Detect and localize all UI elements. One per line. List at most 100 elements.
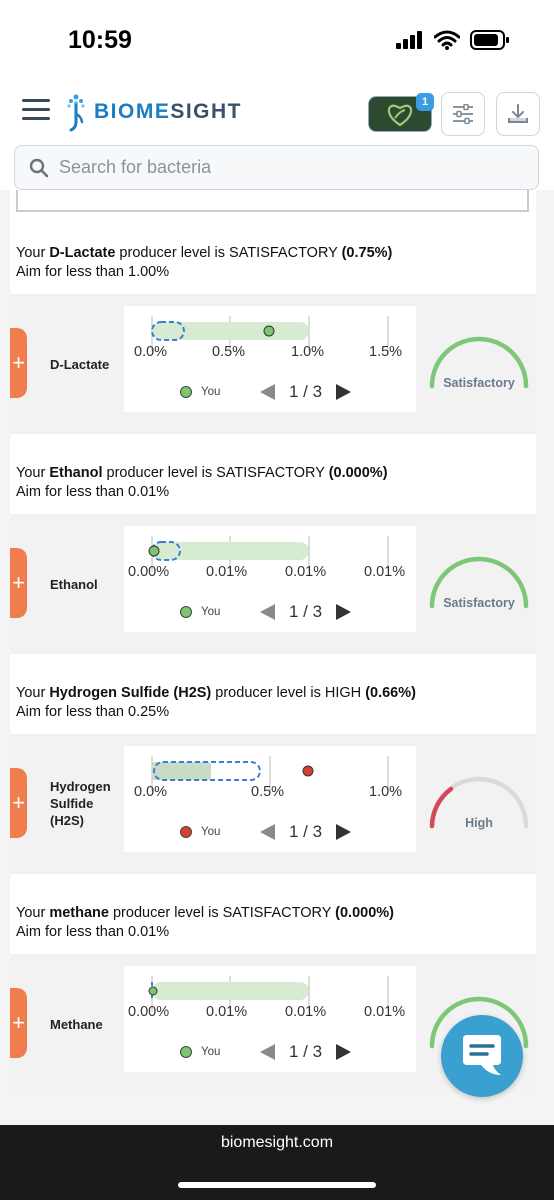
legend-dot <box>180 386 192 398</box>
range-chart-svg <box>148 536 389 572</box>
tick-label: 0.00% <box>128 1004 170 1020</box>
previous-arrow-icon[interactable] <box>260 384 275 400</box>
level-gauge: High <box>424 770 534 860</box>
tick-label: 1.5% <box>369 344 403 360</box>
summary-value: (0.75%) <box>341 245 393 261</box>
search-input[interactable] <box>59 157 499 178</box>
filter-button[interactable] <box>441 92 485 136</box>
previous-arrow-icon[interactable] <box>260 824 275 840</box>
expand-button[interactable]: + <box>10 768 27 838</box>
bacteria-name-line: Sulfide <box>50 796 94 811</box>
section-summary: Your Ethanol producer level is SATISFACT… <box>16 464 388 502</box>
next-arrow-icon[interactable] <box>336 604 352 620</box>
tick-label: 0.01% <box>285 564 327 580</box>
summary-value: (0.000%) <box>335 905 394 921</box>
range-chart: 0.0% 0.5% 1.0% 1.5% You 1 / 3 <box>124 306 416 412</box>
next-arrow-icon[interactable] <box>336 384 352 400</box>
bacteria-name[interactable]: Hydrogen Sulfide (H2S) <box>50 778 111 829</box>
population-range <box>151 321 185 341</box>
range-chart: 0.00% 0.01% 0.01% 0.01% You 1 / 3 <box>124 966 416 1072</box>
tick-label: 0.0% <box>134 784 168 800</box>
battery-icon <box>470 30 509 50</box>
ecosystem-button[interactable]: 1 <box>368 93 434 132</box>
notification-badge: 1 <box>416 93 434 111</box>
pager: 1 / 3 <box>260 1042 352 1062</box>
logo-text-suffix: SIGHT <box>170 100 243 123</box>
range-chart-svg <box>151 316 389 352</box>
logo[interactable]: BIOMESIGHT <box>66 92 242 132</box>
menu-line <box>22 99 50 102</box>
healthy-range-bar <box>152 982 309 1000</box>
summary-level: producer level is SATISFACTORY <box>108 905 336 921</box>
bacteria-name[interactable]: D-Lactate <box>50 357 110 372</box>
healthy-range-bar <box>152 542 309 560</box>
menu-button[interactable] <box>22 99 50 123</box>
legend-dot <box>180 826 192 838</box>
summary-aim: Aim for less than 0.01% <box>16 924 170 940</box>
previous-arrow-icon[interactable] <box>260 604 275 620</box>
summary-name: Ethanol <box>49 465 103 481</box>
bacteria-name[interactable]: Ethanol <box>50 577 98 592</box>
bacteria-name-line: (H2S) <box>50 813 84 828</box>
download-icon <box>508 104 528 123</box>
tick-label: 1.0% <box>369 784 403 800</box>
next-arrow-icon[interactable] <box>336 1044 352 1060</box>
app-header: BIOMESIGHT 1 <box>0 80 554 150</box>
summary-aim: Aim for less than 1.00% <box>16 264 170 280</box>
expand-button[interactable]: + <box>10 988 27 1058</box>
previous-arrow-icon[interactable] <box>260 1044 275 1060</box>
summary-aim: Aim for less than 0.01% <box>16 484 170 500</box>
tick-label: 0.5% <box>212 344 246 360</box>
pager-label: 1 / 3 <box>289 822 323 841</box>
tick-label: 1.0% <box>291 344 325 360</box>
your-value-marker <box>148 986 158 996</box>
expand-button[interactable]: + <box>10 548 27 618</box>
legend-label: You <box>201 826 221 838</box>
summary-level: producer level is SATISFACTORY <box>115 245 342 261</box>
summary-level: producer level is HIGH <box>211 685 366 701</box>
leaf-heart-icon <box>387 104 413 127</box>
range-chart: 0.00% 0.01% 0.01% 0.01% You 1 / 3 <box>124 526 416 632</box>
legend-dot <box>180 606 192 618</box>
summary-prefix: Your <box>16 245 50 261</box>
legend: You <box>180 1046 220 1058</box>
gauge-arc-icon <box>429 776 529 829</box>
gauge-arc-icon <box>429 336 529 389</box>
home-indicator[interactable] <box>178 1182 376 1188</box>
summary-value: (0.000%) <box>328 465 388 481</box>
bacteria-name[interactable]: Methane <box>50 1017 103 1032</box>
summary-prefix: Your <box>16 905 50 921</box>
expand-button[interactable]: + <box>10 328 27 398</box>
gauge-arc-icon <box>429 996 529 1049</box>
wifi-icon <box>434 30 460 50</box>
gauge-label: Satisfactory <box>443 376 515 390</box>
population-range <box>151 541 181 561</box>
sliders-icon <box>453 104 473 124</box>
status-icons <box>396 30 510 50</box>
search-icon <box>29 158 49 177</box>
logo-text: BIOMESIGHT <box>94 100 242 124</box>
your-value-marker <box>148 545 160 557</box>
status-bar: 10:59 <box>0 0 554 80</box>
legend-label: You <box>201 606 221 618</box>
next-arrow-icon[interactable] <box>336 824 352 840</box>
section-summary: Your methane producer level is SATISFACT… <box>16 904 394 942</box>
url-text[interactable]: biomesight.com <box>220 1134 334 1151</box>
legend: You <box>180 386 220 398</box>
cellular-signal-icon <box>396 31 422 49</box>
search-bar <box>14 145 539 190</box>
pager: 1 / 3 <box>260 382 352 402</box>
chat-button[interactable] <box>441 1015 523 1097</box>
previous-panel-edge <box>16 190 529 212</box>
tick-label: 0.5% <box>251 784 285 800</box>
pager-label: 1 / 3 <box>289 1042 323 1061</box>
summary-name: Hydrogen Sulfide (H2S) <box>49 685 212 701</box>
gauge-label: High <box>465 816 493 830</box>
level-gauge: Satisfactory <box>424 330 534 420</box>
status-time: 10:59 <box>68 26 132 54</box>
download-button[interactable] <box>496 92 540 136</box>
legend-label: You <box>201 1046 221 1058</box>
pager-label: 1 / 3 <box>289 602 323 621</box>
legend: You <box>180 826 220 838</box>
healthy-range-bar <box>152 762 211 780</box>
